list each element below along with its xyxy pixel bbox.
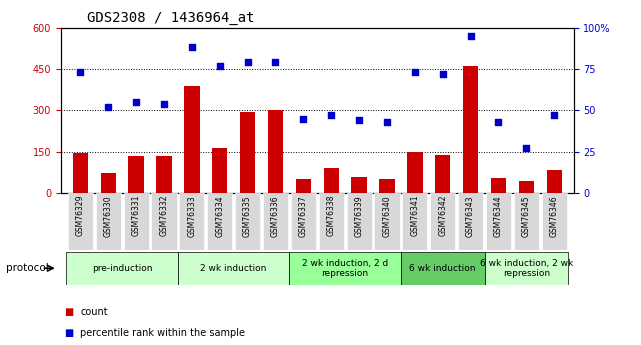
Text: GSM76340: GSM76340 <box>383 195 392 237</box>
Bar <box>156 157 172 193</box>
Bar <box>401 252 485 285</box>
Text: percentile rank within the sample: percentile rank within the sample <box>80 328 245 338</box>
Text: GSM76344: GSM76344 <box>494 195 503 237</box>
Text: GSM76345: GSM76345 <box>522 195 531 237</box>
Bar <box>268 110 283 193</box>
FancyBboxPatch shape <box>374 193 399 250</box>
Point <box>215 63 225 68</box>
FancyBboxPatch shape <box>68 193 93 250</box>
Bar <box>547 170 562 193</box>
FancyBboxPatch shape <box>347 193 372 250</box>
FancyBboxPatch shape <box>151 193 176 250</box>
Bar <box>178 252 290 285</box>
Bar <box>435 155 451 193</box>
Bar <box>296 179 311 193</box>
Bar <box>212 148 228 193</box>
Text: GSM76331: GSM76331 <box>131 195 140 236</box>
Point <box>326 112 337 118</box>
Bar <box>324 168 339 193</box>
Point <box>549 112 560 118</box>
Bar <box>72 153 88 193</box>
Text: protocol: protocol <box>6 263 49 273</box>
FancyBboxPatch shape <box>430 193 455 250</box>
FancyBboxPatch shape <box>403 193 428 250</box>
Bar <box>407 152 422 193</box>
FancyBboxPatch shape <box>291 193 316 250</box>
FancyBboxPatch shape <box>319 193 344 250</box>
Point <box>521 146 531 151</box>
Point <box>354 118 364 123</box>
Point <box>410 70 420 75</box>
Text: GSM76338: GSM76338 <box>327 195 336 236</box>
Text: GSM76334: GSM76334 <box>215 195 224 237</box>
Text: 2 wk induction: 2 wk induction <box>201 264 267 273</box>
Bar <box>128 156 144 193</box>
Point <box>159 101 169 107</box>
Text: GSM76333: GSM76333 <box>187 195 196 237</box>
Text: GSM76341: GSM76341 <box>410 195 419 236</box>
Bar <box>485 252 568 285</box>
Text: GSM76342: GSM76342 <box>438 195 447 236</box>
Text: GSM76346: GSM76346 <box>550 195 559 237</box>
FancyBboxPatch shape <box>207 193 232 250</box>
Text: GSM76330: GSM76330 <box>104 195 113 237</box>
Point <box>242 60 253 65</box>
FancyBboxPatch shape <box>179 193 204 250</box>
Bar <box>491 178 506 193</box>
FancyBboxPatch shape <box>486 193 511 250</box>
Text: GSM76337: GSM76337 <box>299 195 308 237</box>
Text: GSM76332: GSM76332 <box>160 195 169 236</box>
FancyBboxPatch shape <box>235 193 260 250</box>
FancyBboxPatch shape <box>514 193 539 250</box>
Point <box>298 116 308 121</box>
Bar <box>184 86 199 193</box>
Text: GSM76329: GSM76329 <box>76 195 85 236</box>
Point <box>271 60 281 65</box>
Text: GDS2308 / 1436964_at: GDS2308 / 1436964_at <box>87 11 254 25</box>
Text: ■: ■ <box>64 328 73 338</box>
Text: 2 wk induction, 2 d
repression: 2 wk induction, 2 d repression <box>302 258 388 278</box>
Point <box>187 45 197 50</box>
Bar <box>351 177 367 193</box>
Point <box>131 99 141 105</box>
Text: 6 wk induction: 6 wk induction <box>410 264 476 273</box>
Bar <box>379 179 395 193</box>
Bar <box>519 181 534 193</box>
FancyBboxPatch shape <box>542 193 567 250</box>
Text: count: count <box>80 307 108 317</box>
Text: GSM76343: GSM76343 <box>466 195 475 237</box>
Point <box>75 70 85 75</box>
Text: GSM76335: GSM76335 <box>243 195 252 237</box>
Bar <box>240 112 255 193</box>
FancyBboxPatch shape <box>263 193 288 250</box>
Bar <box>101 172 116 193</box>
Text: GSM76336: GSM76336 <box>271 195 280 237</box>
Bar <box>67 252 178 285</box>
Point <box>494 119 504 125</box>
FancyBboxPatch shape <box>124 193 149 250</box>
Point <box>465 33 476 39</box>
Point <box>438 71 448 77</box>
Point <box>382 119 392 125</box>
FancyBboxPatch shape <box>458 193 483 250</box>
Bar <box>290 252 401 285</box>
Bar <box>463 66 478 193</box>
Text: GSM76339: GSM76339 <box>354 195 363 237</box>
Text: ■: ■ <box>64 307 73 317</box>
Point <box>103 104 113 110</box>
Text: 6 wk induction, 2 wk
repression: 6 wk induction, 2 wk repression <box>479 258 573 278</box>
FancyBboxPatch shape <box>96 193 121 250</box>
Text: pre-induction: pre-induction <box>92 264 153 273</box>
